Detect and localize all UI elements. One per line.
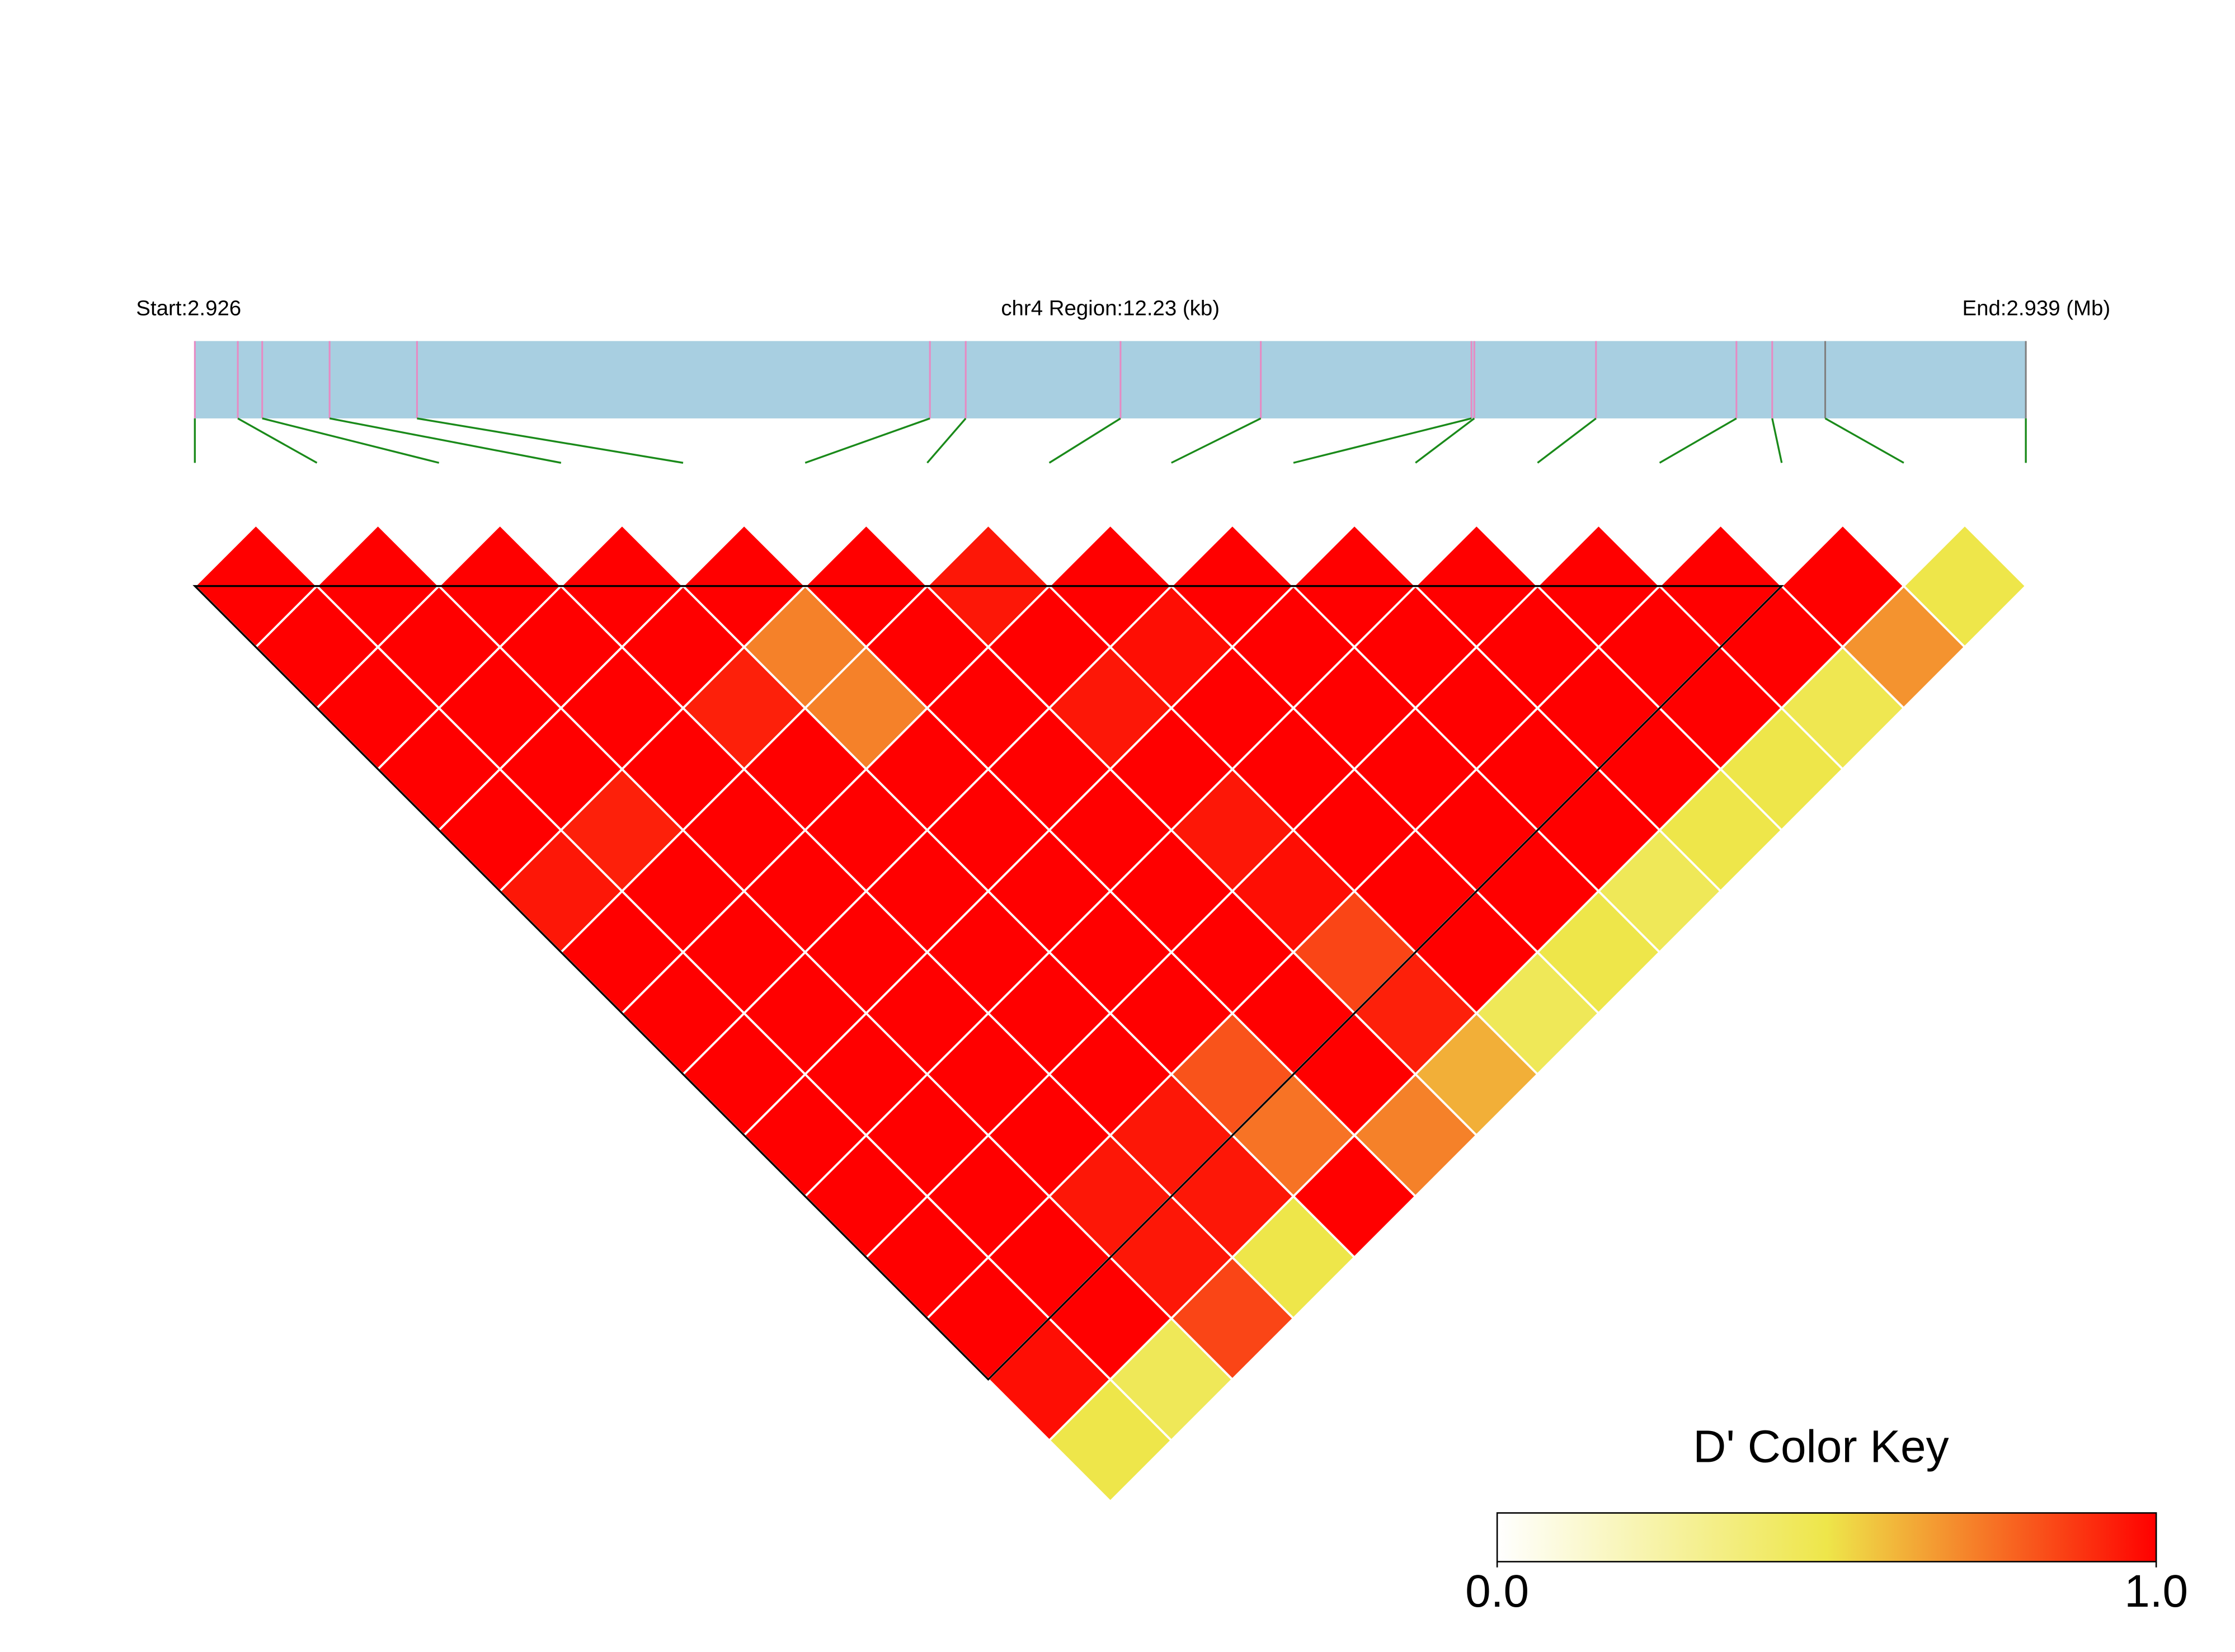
color-key [1496,1512,2157,1562]
color-key-label: 0.0 [1465,1566,1529,1617]
ld-block [192,585,1784,1381]
snp-connector [1537,417,1597,464]
snp-connector [926,417,967,464]
snp-connector [1171,417,1262,464]
start-label: Start:2.926 [136,296,241,320]
ld-cell [1902,523,2027,649]
color-key-label: 1.0 [2124,1566,2188,1617]
snp-connector [329,417,562,464]
snp-connector [1824,417,1904,464]
snp-connector [1771,418,1783,463]
region-label: chr4 Region:12.23 (kb) [1001,296,1220,320]
legend-title: D' Color Key [1693,1421,1949,1472]
snp-connector [1415,417,1475,464]
snp-connector [1659,417,1737,464]
region-bar [195,341,2026,418]
snp-connector [417,417,684,464]
snp-connector [1048,417,1121,464]
snp-connector [1293,417,1472,464]
snp-connector [237,417,318,464]
snp-connector [804,417,930,464]
snp-connector [262,417,440,464]
end-label: End:2.939 (Mb) [1962,296,2110,320]
